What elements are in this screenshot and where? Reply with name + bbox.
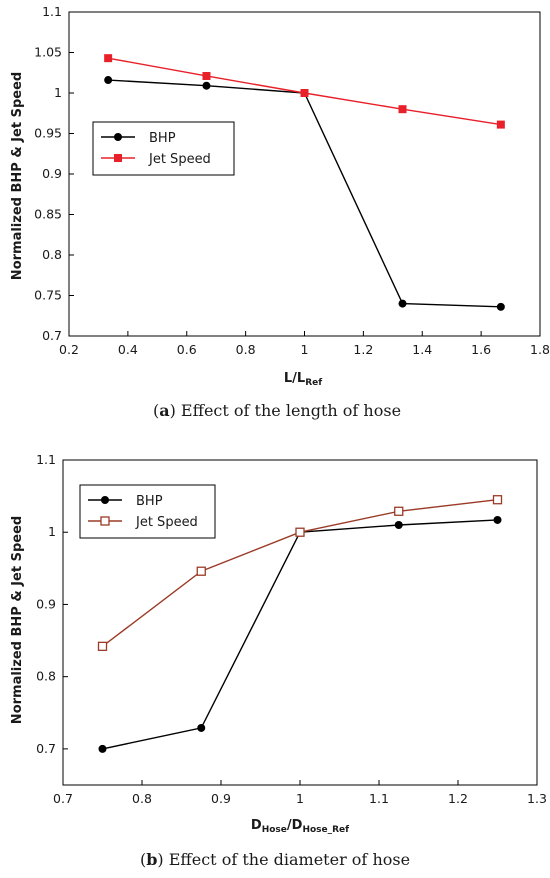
chart-b-series-0-point xyxy=(98,744,107,753)
chart-b-series-1-point xyxy=(295,527,305,537)
chart-a-xtick-label: 1.4 xyxy=(412,342,432,357)
chart-b-svg: 0.7 0.8 0.9 1 1.1 1.2 1.3 0.7 0.8 0.9 1 1.1 BHP Jet S… xyxy=(10,452,547,869)
chart-b-series-0-point xyxy=(197,723,206,732)
chart-a-ytick-label: 0.7 xyxy=(42,328,62,343)
chart-b-series-0-line xyxy=(102,519,498,750)
chart-b-plot: 0.7 0.8 0.9 1 1.1 1.2 1.3 0.7 0.8 0.9 1 1.1 BHP Jet S… xyxy=(36,452,547,806)
chart-a-xtick-label: 0.2 xyxy=(59,342,79,357)
chart-a-series-0-point xyxy=(398,299,407,308)
chart-a-legend-box xyxy=(92,121,235,176)
chart-a-series-1-point xyxy=(398,105,407,114)
chart-b-xtick-label: 1.2 xyxy=(448,791,468,806)
chart-b-series-1-point xyxy=(97,641,108,651)
chart-a-series-0-point xyxy=(202,81,211,90)
chart-a-xtick-label: 1.8 xyxy=(530,342,550,357)
chart-b-xtick-label: 1.1 xyxy=(369,791,389,806)
chart-a-ytick-label: 1.05 xyxy=(34,45,62,60)
chart-a-ytick-label: 1 xyxy=(54,85,62,100)
chart-b-xtick-label: 1.3 xyxy=(527,791,547,806)
chart-b-legend-marker xyxy=(101,496,109,504)
chart-a-series-1-point xyxy=(496,120,505,129)
chart-b-legend-box xyxy=(79,484,216,539)
chart-a-series-0-point xyxy=(496,302,505,311)
chart-a-xtick-label: 1.2 xyxy=(353,342,373,357)
chart-b-xtick-label: 1 xyxy=(296,791,304,806)
chart-a-legend-label: BHP xyxy=(149,131,176,146)
chart-a-series-1-point xyxy=(300,89,309,97)
chart-b-legend-marker xyxy=(100,516,110,526)
chart-a-ytick-label: 0.8 xyxy=(42,247,62,262)
chart-b-ytick-label: 1.1 xyxy=(36,452,56,467)
chart-b-xtick-label: 0.7 xyxy=(53,791,73,806)
chart-a-xtick-label: 1 xyxy=(301,342,309,357)
chart-a-xtick-label: 0.6 xyxy=(177,342,197,357)
chart-b-series-1-point xyxy=(196,566,206,576)
chart-a-ylabel: Normalized BHP & Jet Speed xyxy=(10,72,25,280)
chart-a-xlabel: L/LRef xyxy=(284,371,322,388)
chart-a-plot: 0.2 0.4 0.6 0.8 1 1.2 1.4 1.6 1.8 0.7 0.75 0.8 0.85 0… xyxy=(34,4,550,357)
chart-b-series-1-point xyxy=(394,506,404,516)
chart-a-series-1-point xyxy=(202,71,211,80)
chart-b-ytick-label: 0.7 xyxy=(36,741,56,756)
chart-a-legend-marker xyxy=(114,133,122,141)
chart-a-ytick-label: 1.1 xyxy=(42,4,62,19)
chart-a-ytick-label: 0.85 xyxy=(34,207,62,222)
chart-panel-b: 0.7 0.8 0.9 1 1.1 1.2 1.3 0.7 0.8 0.9 1 1.1 BHP Jet S… xyxy=(0,440,550,878)
chart-b-xlabel: DHose/DHose_Ref xyxy=(251,818,349,835)
chart-b-xtick-label: 0.9 xyxy=(211,791,231,806)
chart-b-series-1-point xyxy=(492,495,503,505)
chart-b-ytick-label: 0.8 xyxy=(36,669,56,684)
chart-a-svg: 0.2 0.4 0.6 0.8 1 1.2 1.4 1.6 1.8 0.7 0.75 0.8 0.85 0… xyxy=(10,4,550,420)
chart-a-ytick-label: 0.75 xyxy=(34,288,62,303)
chart-a-series-1-point xyxy=(104,54,113,63)
chart-a-caption: (a) Effect of the length of hose xyxy=(153,401,401,420)
chart-b-ytick-label: 1 xyxy=(48,524,56,539)
chart-b-legend-label: Jet Speed xyxy=(135,515,198,530)
chart-b-ylabel: Normalized BHP & Jet Speed xyxy=(10,516,25,724)
chart-a-ytick-label: 0.95 xyxy=(34,126,62,141)
chart-a-series-0-point xyxy=(104,76,113,85)
chart-b-caption: (b) Effect of the diameter of hose xyxy=(140,850,410,869)
chart-b-ytick-label: 0.9 xyxy=(36,596,56,611)
chart-a-legend-label: Jet Speed xyxy=(148,152,211,167)
chart-b-series-0-point xyxy=(493,515,502,524)
chart-panel-a: 0.2 0.4 0.6 0.8 1 1.2 1.4 1.6 1.8 0.7 0.75 0.8 0.85 0… xyxy=(0,0,550,430)
chart-a-xtick-label: 0.4 xyxy=(118,342,138,357)
chart-a-legend-marker xyxy=(114,154,122,162)
chart-b-xtick-label: 0.8 xyxy=(132,791,152,806)
chart-a-xtick-label: 1.6 xyxy=(471,342,491,357)
chart-a-xtick-label: 0.8 xyxy=(236,342,256,357)
chart-b-series-0-point xyxy=(394,521,403,529)
chart-a-ytick-label: 0.9 xyxy=(42,166,62,181)
chart-a-series-0-line xyxy=(108,79,501,308)
chart-b-legend-label: BHP xyxy=(136,494,163,509)
